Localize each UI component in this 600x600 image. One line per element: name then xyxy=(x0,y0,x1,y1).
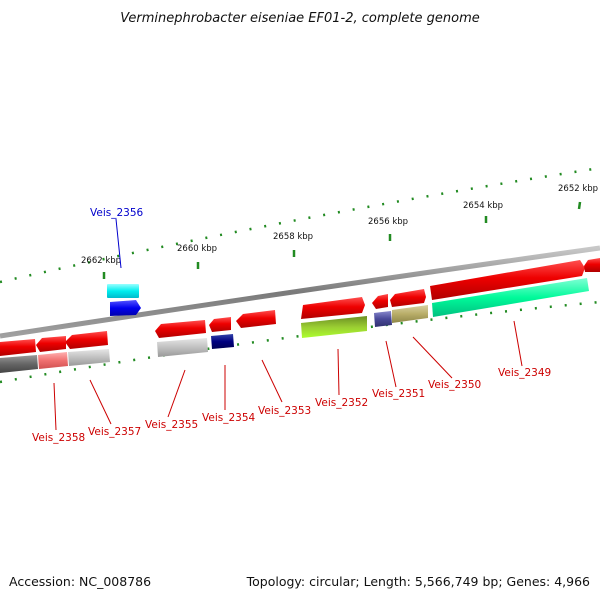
leader-lines xyxy=(53,218,523,431)
leader-line-veis-2356 xyxy=(115,218,122,269)
leader-line-veis-2350 xyxy=(412,336,453,379)
leader-line-veis-2358 xyxy=(53,382,57,431)
leader-line-veis-2353 xyxy=(261,359,283,403)
genome-summary-text: Topology: circular; Length: 5,566,749 bp… xyxy=(246,574,590,589)
gene-block-veis-2356-cyan[interactable] xyxy=(107,284,139,298)
gene-arrow-veis-2358[interactable] xyxy=(36,336,66,352)
leader-line-veis-2351 xyxy=(385,340,397,388)
map-title: Verminephrobacter eiseniae EF01-2, compl… xyxy=(120,11,479,26)
block-olive xyxy=(301,316,367,338)
feature-blocks xyxy=(0,258,600,373)
gene-label[interactable]: Veis_2355 xyxy=(145,419,198,431)
kbp-label: 2662 kbp xyxy=(81,256,121,266)
major-ticks xyxy=(102,201,582,279)
genome-backbone xyxy=(0,245,600,339)
scale-ring xyxy=(0,166,600,284)
block-dark-gray xyxy=(0,355,38,373)
gene-arrow-veis-2353[interactable] xyxy=(236,310,276,328)
kbp-label: 2652 kbp xyxy=(558,184,598,194)
gene-label[interactable]: Veis_2349 xyxy=(498,367,551,379)
gene-label[interactable]: Veis_2351 xyxy=(372,388,425,400)
block-gray xyxy=(68,349,110,366)
gene-label[interactable]: Veis_2358 xyxy=(32,432,85,444)
leader-line-veis-2357 xyxy=(89,379,112,425)
gene-arrow-veis-2351[interactable] xyxy=(372,294,388,309)
gene-label[interactable]: Veis_2350 xyxy=(428,379,481,391)
kbp-label: 2658 kbp xyxy=(273,232,313,242)
gene-arrow-veis-2355[interactable] xyxy=(155,320,206,338)
gene-label[interactable]: Veis_2353 xyxy=(258,405,311,417)
gene-arrow-left-edge[interactable] xyxy=(0,339,36,356)
kbp-label: 2654 kbp xyxy=(463,201,503,211)
scale-labels: 2652 kbp 2654 kbp 2656 kbp 2658 kbp 2660… xyxy=(81,184,598,266)
leader-line-veis-2355 xyxy=(167,369,186,418)
block-pink xyxy=(38,352,68,369)
gene-arrow-veis-2349[interactable] xyxy=(430,260,585,300)
gene-label[interactable]: Veis_2356 xyxy=(90,207,144,219)
gene-label[interactable]: Veis_2354 xyxy=(202,412,256,424)
gene-arrow-veis-2352[interactable] xyxy=(301,297,365,319)
block-khaki xyxy=(392,305,428,323)
gene-arrow-veis-2350[interactable] xyxy=(390,289,426,307)
gene-labels: Veis_2356 Veis_2358 Veis_2357 Veis_2355 … xyxy=(32,207,551,444)
block-spring xyxy=(432,278,589,317)
block-slate xyxy=(374,311,392,327)
gene-arrow-veis-2357[interactable] xyxy=(65,331,108,349)
block-light-gray xyxy=(157,338,208,357)
block-navy xyxy=(211,334,234,349)
scale-ring-minor-ticks xyxy=(0,166,600,284)
gene-arrow-veis-2356[interactable] xyxy=(110,300,141,316)
gene-arrow-right-edge[interactable] xyxy=(584,258,600,272)
gene-label[interactable]: Veis_2357 xyxy=(88,426,141,438)
kbp-label: 2660 kbp xyxy=(177,244,217,254)
leader-line-veis-2349 xyxy=(513,320,523,367)
kbp-label: 2656 kbp xyxy=(368,217,408,227)
gene-arrow-veis-2354[interactable] xyxy=(209,317,231,332)
accession-text: Accession: NC_008786 xyxy=(9,574,151,589)
leader-line-veis-2352 xyxy=(337,348,340,396)
major-tick xyxy=(577,201,582,210)
gene-label[interactable]: Veis_2352 xyxy=(315,397,368,409)
